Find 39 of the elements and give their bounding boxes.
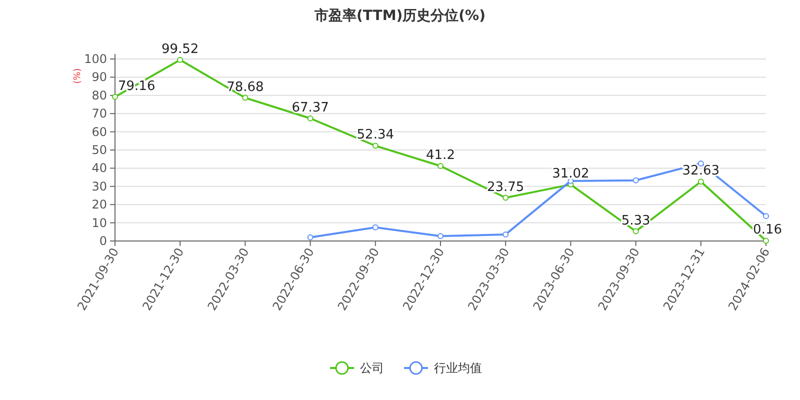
point (502, 231, 509, 238)
y-tick-label: 90 (92, 70, 107, 84)
point (502, 194, 509, 201)
legend-label: 公司 (360, 361, 384, 375)
y-tick-label: 10 (92, 216, 107, 230)
point (112, 94, 118, 100)
point (763, 213, 769, 220)
point (763, 238, 769, 244)
data-label: 41.2 (426, 148, 455, 164)
point (242, 94, 248, 101)
data-label: 99.52 (161, 42, 199, 57)
data-label: 78.68 (226, 80, 264, 95)
y-tick-label: 0 (99, 234, 107, 248)
y-tick-label: 20 (92, 198, 107, 212)
point (307, 115, 314, 122)
data-label: 52.34 (356, 128, 394, 143)
point (438, 233, 444, 240)
y-tick-label: 100 (84, 52, 107, 66)
point (698, 178, 704, 185)
point (438, 163, 444, 170)
point (177, 56, 184, 63)
y-tick-label: 80 (92, 88, 107, 102)
data-label: 23.75 (486, 180, 524, 195)
chart-title: 市盈率(TTM)历史分位(%) (314, 7, 486, 24)
point (372, 142, 378, 149)
data-label: 31.02 (552, 166, 590, 182)
point (632, 228, 639, 234)
legend-label: 行业均值 (434, 361, 482, 375)
data-label: 67.37 (292, 100, 329, 116)
y-tick-label: 50 (92, 143, 107, 157)
data-label: 5.33 (621, 213, 650, 228)
point (372, 224, 378, 230)
y-tick-label: 70 (92, 106, 107, 121)
point (307, 234, 314, 240)
y-axis-title: (%) (73, 68, 83, 84)
y-tick-label: 30 (92, 179, 107, 194)
y-tick-label: 60 (92, 124, 107, 139)
point (632, 177, 639, 184)
y-tick-label: 40 (92, 161, 107, 176)
